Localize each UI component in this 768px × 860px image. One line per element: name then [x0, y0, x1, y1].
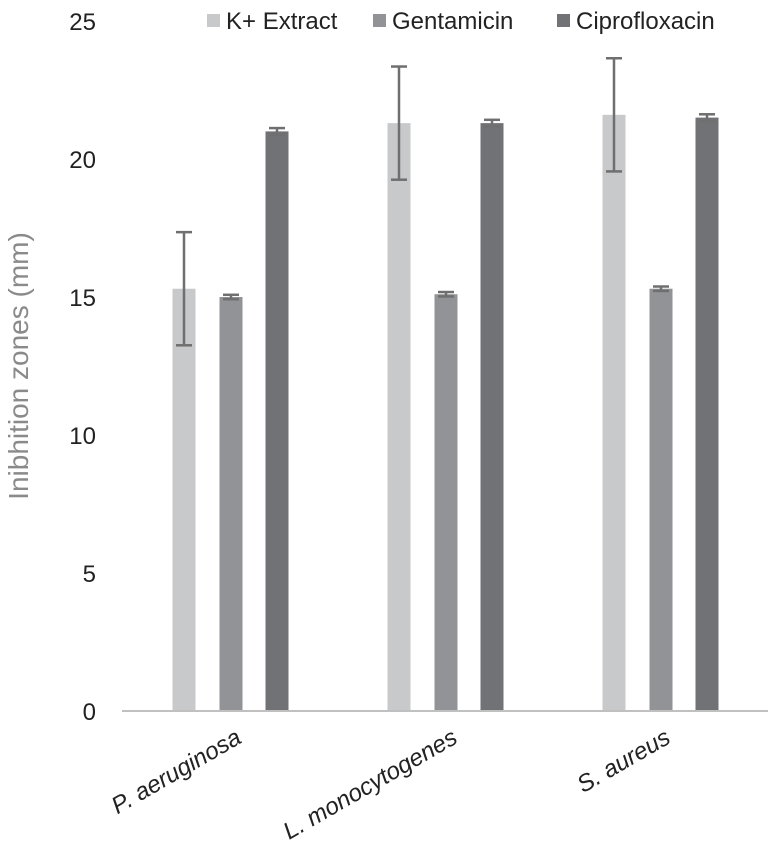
- x-tick-label: P. aeruginosa: [107, 724, 246, 820]
- legend-item: Ciprofloxacin: [557, 8, 715, 35]
- y-axis-ticks: 0 5 10 15 20 25: [69, 9, 96, 726]
- bars: [172, 114, 719, 712]
- y-tick-label: 20: [69, 147, 96, 174]
- error-bar: [269, 126, 285, 136]
- bar: [265, 131, 289, 711]
- error-bar: [606, 57, 622, 173]
- legend-item: Gentamicin: [373, 8, 513, 35]
- error-bars: [176, 57, 715, 347]
- bar: [649, 288, 673, 711]
- bar: [602, 114, 626, 712]
- bar: [219, 297, 243, 711]
- x-tick-label: S. aureus: [573, 724, 675, 799]
- error-bar: [653, 285, 669, 293]
- error-bar: [223, 293, 239, 301]
- error-bar: [438, 290, 454, 298]
- y-axis-title: Inibhition zones (mm): [3, 232, 34, 500]
- legend-label: Gentamicin: [392, 8, 513, 35]
- legend-label: K+ Extract: [226, 8, 338, 35]
- y-tick-label: 0: [83, 699, 96, 726]
- legend-label: Ciprofloxacin: [576, 8, 715, 35]
- y-tick-label: 5: [83, 561, 96, 588]
- bar: [387, 123, 411, 712]
- error-bar: [699, 113, 715, 123]
- category-labels: P. aeruginosa L. monocytogenes S. aureus: [107, 724, 675, 845]
- y-tick-label: 25: [69, 9, 96, 36]
- legend-item: K+ Extract: [207, 8, 338, 35]
- legend-swatch: [207, 14, 220, 27]
- bar: [434, 294, 458, 711]
- error-bar: [484, 118, 500, 128]
- bar: [172, 288, 196, 711]
- x-tick-label: L. monocytogenes: [279, 724, 462, 845]
- y-tick-label: 10: [69, 423, 96, 450]
- legend-swatch: [557, 14, 570, 27]
- error-bar: [176, 230, 192, 347]
- legend: K+ Extract Gentamicin Ciprofloxacin: [207, 8, 715, 35]
- legend-swatch: [373, 14, 386, 27]
- bar: [695, 117, 719, 712]
- y-tick-label: 15: [69, 285, 96, 312]
- bar: [480, 123, 504, 712]
- error-bar: [391, 65, 407, 181]
